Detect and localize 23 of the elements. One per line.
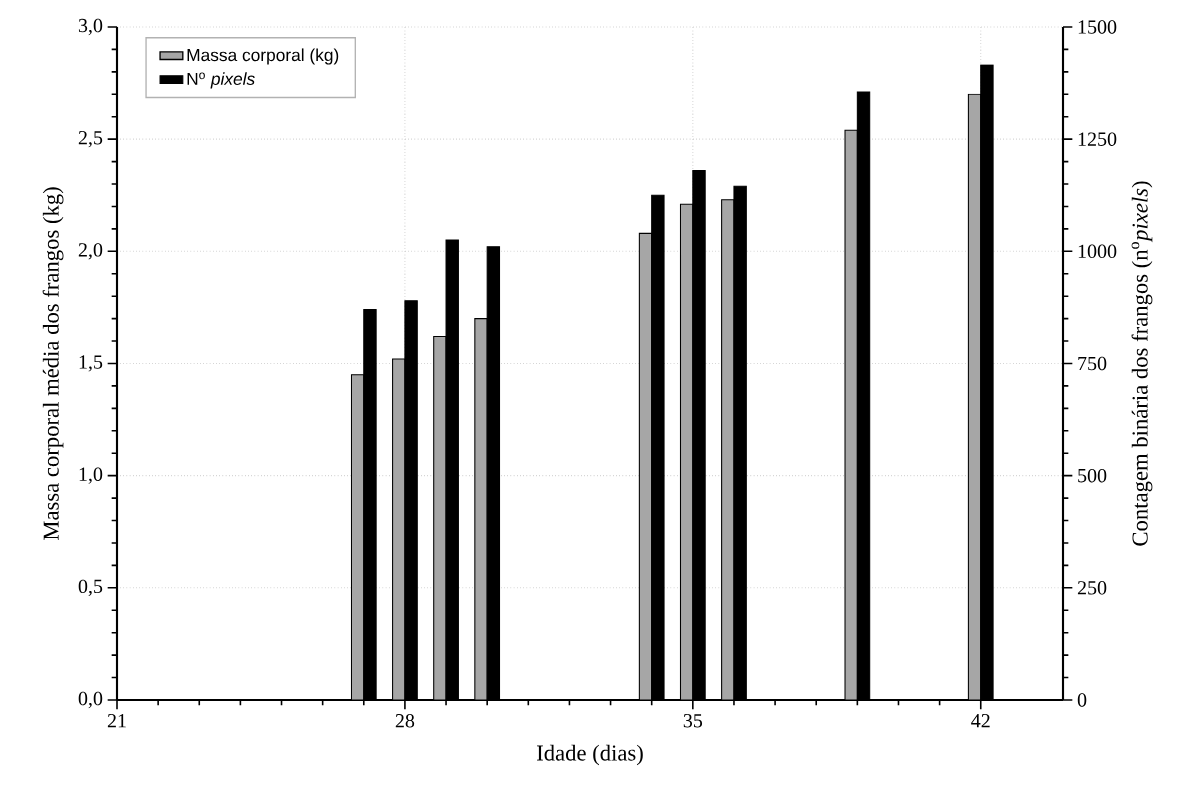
y2-axis-title: Contagem binária dos frangos (n$^{o}$pixels) — [1131, 181, 1153, 546]
y-axis-title: Massa corporal média dos frangos (kg) — [42, 187, 64, 541]
x-axis-title: Idade (dias) — [537, 744, 643, 766]
y2-tick-label: 250 — [1077, 581, 1107, 595]
y2-tick-label: 1250 — [1078, 132, 1117, 146]
y-tick-label: 0,5 — [78, 579, 103, 597]
x-tick-label: 28 — [395, 714, 415, 728]
y2-tick-label: 500 — [1078, 468, 1107, 483]
y-tick-label: 1,0 — [79, 467, 103, 484]
y-tick-label: 3,0 — [78, 18, 103, 36]
y2-tick-label: 0 — [1077, 693, 1087, 707]
y-tick-label: 2,5 — [78, 131, 103, 148]
x-tick-label: 42 — [971, 714, 990, 728]
legend-label: N$^{o}$ pixels — [187, 72, 255, 89]
y2-tick-label: 750 — [1078, 356, 1107, 371]
y-tick-label: 0,0 — [78, 691, 103, 709]
x-tick-label: 21 — [107, 714, 126, 728]
x-tick-label: 35 — [683, 714, 703, 728]
y2-tick-label: 1000 — [1078, 244, 1117, 259]
y-tick-label: 2,0 — [78, 243, 103, 260]
y2-tick-label: 1500 — [1078, 20, 1117, 34]
legend-label: Massa corporal (kg) — [187, 48, 339, 65]
y-tick-label: 1,5 — [79, 355, 103, 372]
